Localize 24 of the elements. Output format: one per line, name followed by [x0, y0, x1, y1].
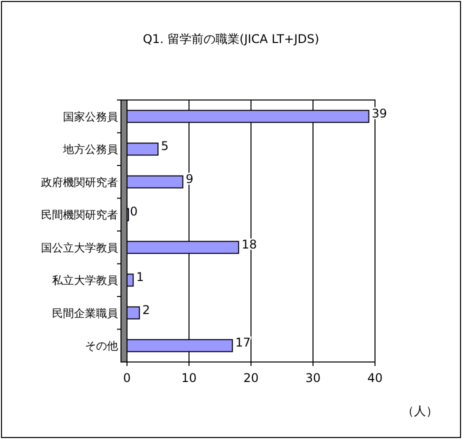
bar — [126, 306, 140, 320]
y-tick-label: 民間企業職員 — [52, 306, 118, 320]
y-tick-label: 民間機関研究者 — [41, 208, 118, 222]
data-label: 0 — [130, 204, 138, 219]
y-tick-label: 国公立大学教員 — [41, 241, 118, 254]
bar — [126, 142, 158, 156]
x-tick-label: 40 — [367, 371, 383, 385]
y-tick-label: 国家公務員 — [63, 110, 118, 124]
bar — [126, 175, 184, 188]
y-tick-label: 私立大学教員 — [52, 274, 118, 288]
data-label: 5 — [161, 139, 169, 154]
x-tick-label: 10 — [181, 371, 197, 385]
data-label: 17 — [235, 336, 251, 350]
bar — [126, 274, 134, 287]
x-tick-label: 20 — [243, 371, 259, 385]
x-tick-label: 30 — [305, 371, 321, 385]
chart-title: Q1. 留学前の職業(JICA LT+JDS) — [142, 32, 320, 46]
data-label: 1 — [136, 270, 144, 284]
x-axis-title: （人） — [402, 404, 438, 418]
data-label: 2 — [142, 302, 150, 317]
x-tick-label: 0 — [123, 371, 131, 385]
y-tick-label: その他 — [85, 340, 118, 353]
y-tick-label: 地方公務員 — [62, 143, 118, 156]
y-tick-label: 政府機関研究者 — [41, 176, 118, 189]
